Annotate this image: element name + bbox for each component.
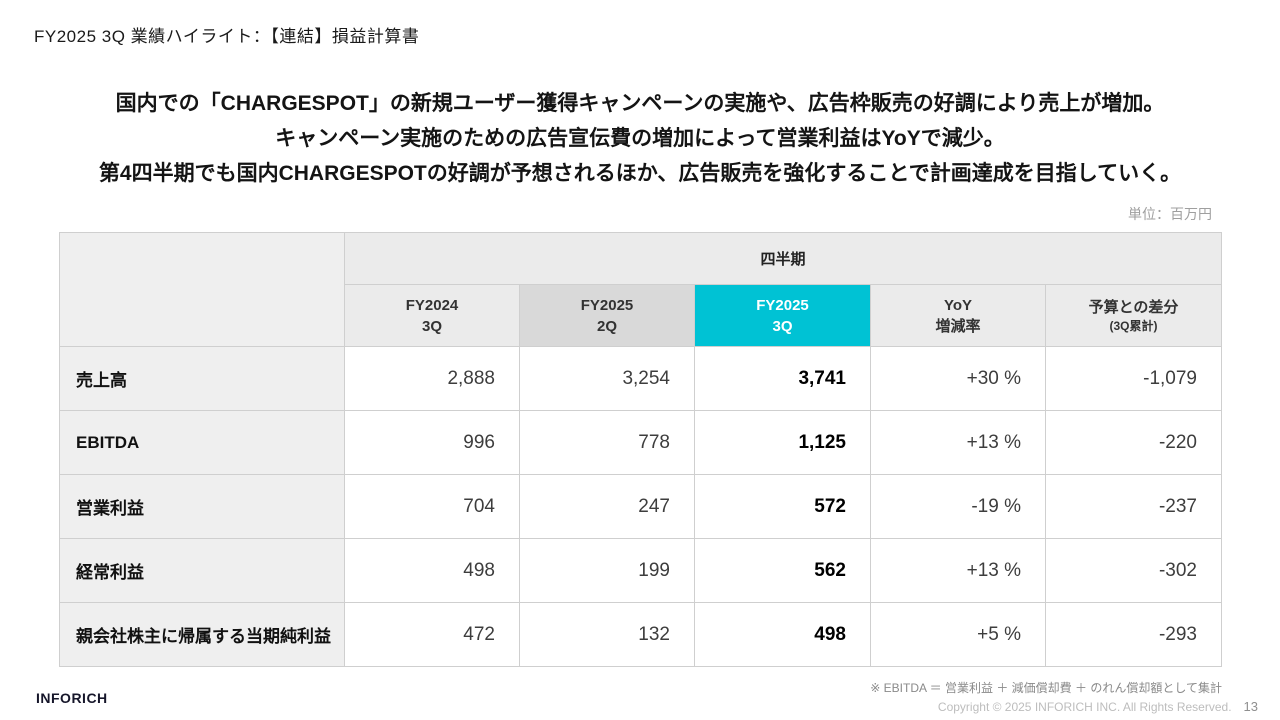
col-header-line: (3Q累計) (1109, 318, 1158, 333)
value-cell: -1,079 (1045, 346, 1222, 411)
value-cell: 3,741 (694, 346, 871, 411)
col-header-yoy: YoY 増減率 (870, 284, 1046, 347)
row-label: 経常利益 (59, 538, 345, 603)
page-number: 13 (1243, 699, 1258, 714)
inforich-logo: INFORICH (36, 690, 108, 706)
headline-line-3: 第4四半期でも国内CHARGESPOTの好調が予想されるほか、広告販売を強化する… (98, 162, 1182, 185)
value-cell: 2,888 (344, 346, 520, 411)
value-cell: 3,254 (519, 346, 695, 411)
col-header-fy2025-3q-highlight: FY2025 3Q (694, 284, 871, 347)
unit-label: 単位：百万円 (1128, 206, 1212, 222)
row-label: 親会社株主に帰属する当期純利益 (59, 602, 345, 667)
col-header-line: 予算との差分 (1088, 298, 1179, 316)
value-cell: +5 % (870, 602, 1046, 667)
group-header-row: 四半期 (59, 232, 1222, 347)
page-title: FY2025 3Q 業績ハイライト：【連結】損益計算書 (34, 27, 420, 46)
value-cell: 132 (519, 602, 695, 667)
value-cell: -19 % (870, 474, 1046, 539)
col-header-budget-diff: 予算との差分 (3Q累計) (1045, 284, 1222, 347)
quarter-group-header: 四半期 (344, 232, 1222, 285)
footer-copyright-row: Copyright © 2025 INFORICH INC. All Right… (938, 699, 1258, 714)
table-row-ordinary-profit: 経常利益 498 199 562 +13 % -302 (59, 538, 1222, 603)
value-cell: 1,125 (694, 410, 871, 475)
value-cell: 472 (344, 602, 520, 667)
value-cell: +13 % (870, 538, 1046, 603)
col-header-line: FY2025 (580, 296, 634, 314)
value-cell: 704 (344, 474, 520, 539)
row-label: 営業利益 (59, 474, 345, 539)
table-row-net-sales: 売上高 2,888 3,254 3,741 +30 % -1,079 (59, 346, 1222, 411)
col-header-line: 増減率 (935, 317, 981, 335)
value-cell: 562 (694, 538, 871, 603)
row-label: 売上高 (59, 346, 345, 411)
col-header-fy2024-3q: FY2024 3Q (344, 284, 520, 347)
table-row-operating-profit: 営業利益 704 247 572 -19 % -237 (59, 474, 1222, 539)
col-header-line: 2Q (596, 317, 617, 335)
col-header-line: FY2024 (405, 296, 459, 314)
value-cell: 572 (694, 474, 871, 539)
ebitda-note: ※ EBITDA ＝ 営業利益 ＋ 減価償却費 ＋ のれん償却額として集計 (870, 681, 1222, 695)
col-header-line: 3Q (421, 317, 442, 335)
row-label: EBITDA (59, 410, 345, 475)
table-row-ebitda: EBITDA 996 778 1,125 +13 % -220 (59, 410, 1222, 475)
value-cell: 996 (344, 410, 520, 475)
table-row-net-income: 親会社株主に帰属する当期純利益 472 132 498 +5 % -293 (59, 602, 1222, 667)
col-header-fy2025-2q: FY2025 2Q (519, 284, 695, 347)
headline: 国内での「CHARGESPOT」の新規ユーザー獲得キャンペーンの実施や、広告枠販… (0, 86, 1280, 191)
value-cell: 498 (344, 538, 520, 603)
value-cell: 247 (519, 474, 695, 539)
value-cell: 498 (694, 602, 871, 667)
value-cell: -220 (1045, 410, 1222, 475)
value-cell: 778 (519, 410, 695, 475)
headline-line-2: キャンペーン実施のための広告宣伝費の増加によって営業利益はYoYで減少。 (275, 127, 1005, 150)
value-cell: -302 (1045, 538, 1222, 603)
value-cell: +30 % (870, 346, 1046, 411)
copyright-text: Copyright © 2025 INFORICH INC. All Right… (937, 700, 1232, 714)
column-header-row: FY2024 3Q FY2025 2Q FY2025 3Q YoY 増減率 予算… (60, 284, 1222, 347)
value-cell: -293 (1045, 602, 1222, 667)
income-statement-table: 四半期 FY2024 3Q FY2025 2Q FY2025 3Q YoY 増減… (59, 232, 1222, 667)
headline-line-1: 国内での「CHARGESPOT」の新規ユーザー獲得キャンペーンの実施や、広告枠販… (115, 92, 1165, 115)
value-cell: 199 (519, 538, 695, 603)
col-header-line: FY2025 (756, 296, 809, 314)
value-cell: -237 (1045, 474, 1222, 539)
value-cell: +13 % (870, 410, 1046, 475)
corner-cell (59, 232, 345, 347)
col-header-line: 3Q (772, 317, 793, 335)
col-header-line: YoY (943, 296, 973, 314)
